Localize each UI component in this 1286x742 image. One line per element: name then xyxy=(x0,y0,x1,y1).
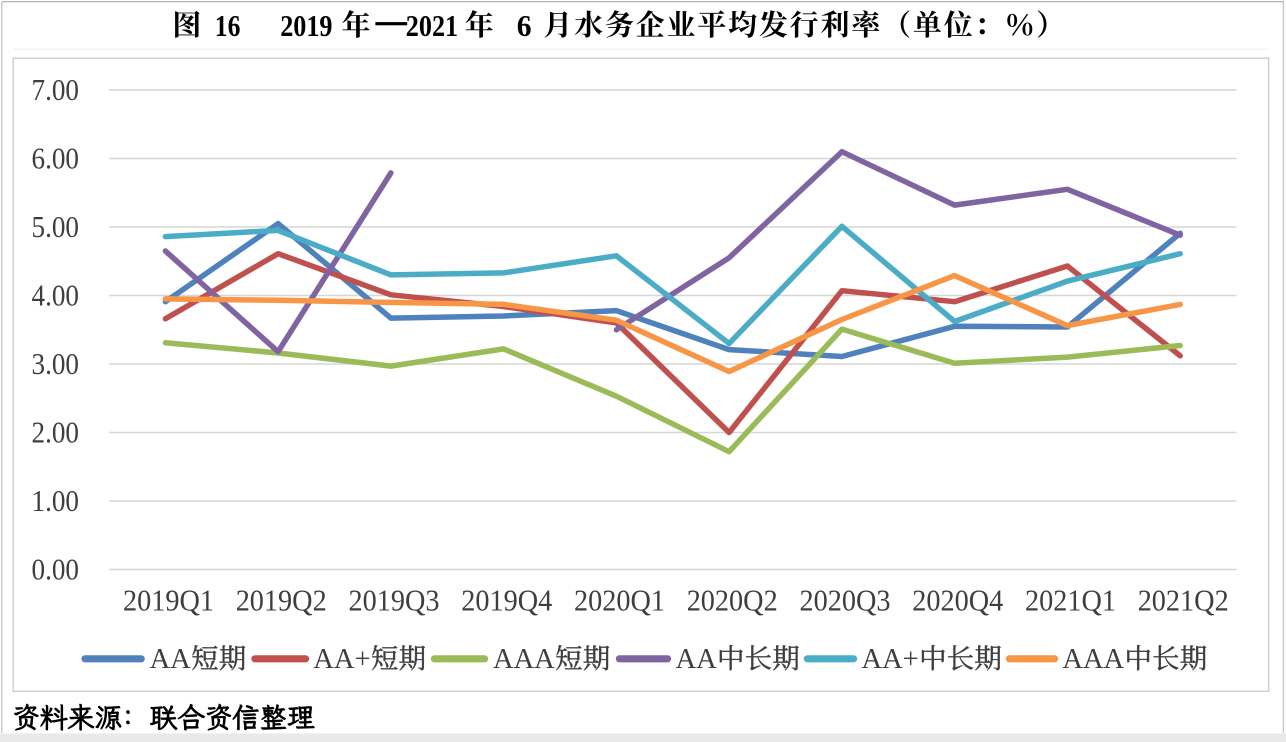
svg-text:2019Q2: 2019Q2 xyxy=(236,582,327,617)
svg-text:2019: 2019 xyxy=(280,8,332,43)
svg-text:2.00: 2.00 xyxy=(32,415,80,450)
svg-text:2020Q4: 2020Q4 xyxy=(912,582,1003,617)
svg-text:AA: AA xyxy=(150,644,192,675)
svg-text:AAA: AAA xyxy=(493,644,555,675)
svg-text:2020Q2: 2020Q2 xyxy=(687,582,778,617)
svg-text:AA+: AA+ xyxy=(313,644,370,675)
svg-text:2021Q2: 2021Q2 xyxy=(1138,582,1229,617)
svg-text:1.00: 1.00 xyxy=(32,483,80,518)
svg-text:2021: 2021 xyxy=(406,8,458,43)
svg-text:AAA: AAA xyxy=(1062,644,1124,675)
svg-text:7.00: 7.00 xyxy=(32,72,80,107)
svg-text:3.00: 3.00 xyxy=(32,346,80,381)
svg-text:AA: AA xyxy=(676,644,718,675)
svg-text:5.00: 5.00 xyxy=(32,209,80,244)
svg-text:2020Q1: 2020Q1 xyxy=(574,582,665,617)
svg-text:2019Q3: 2019Q3 xyxy=(349,582,440,617)
svg-text:4.00: 4.00 xyxy=(32,278,80,313)
svg-text:6.00: 6.00 xyxy=(32,141,80,176)
svg-text:2019Q4: 2019Q4 xyxy=(461,582,552,617)
svg-text:6: 6 xyxy=(517,8,532,43)
svg-text:16: 16 xyxy=(215,8,241,43)
svg-text:2020Q3: 2020Q3 xyxy=(800,582,891,617)
svg-text:2019Q1: 2019Q1 xyxy=(123,582,214,617)
svg-text:0.00: 0.00 xyxy=(32,552,80,587)
svg-text:AA+: AA+ xyxy=(862,644,919,675)
svg-text:2021Q1: 2021Q1 xyxy=(1025,582,1116,617)
